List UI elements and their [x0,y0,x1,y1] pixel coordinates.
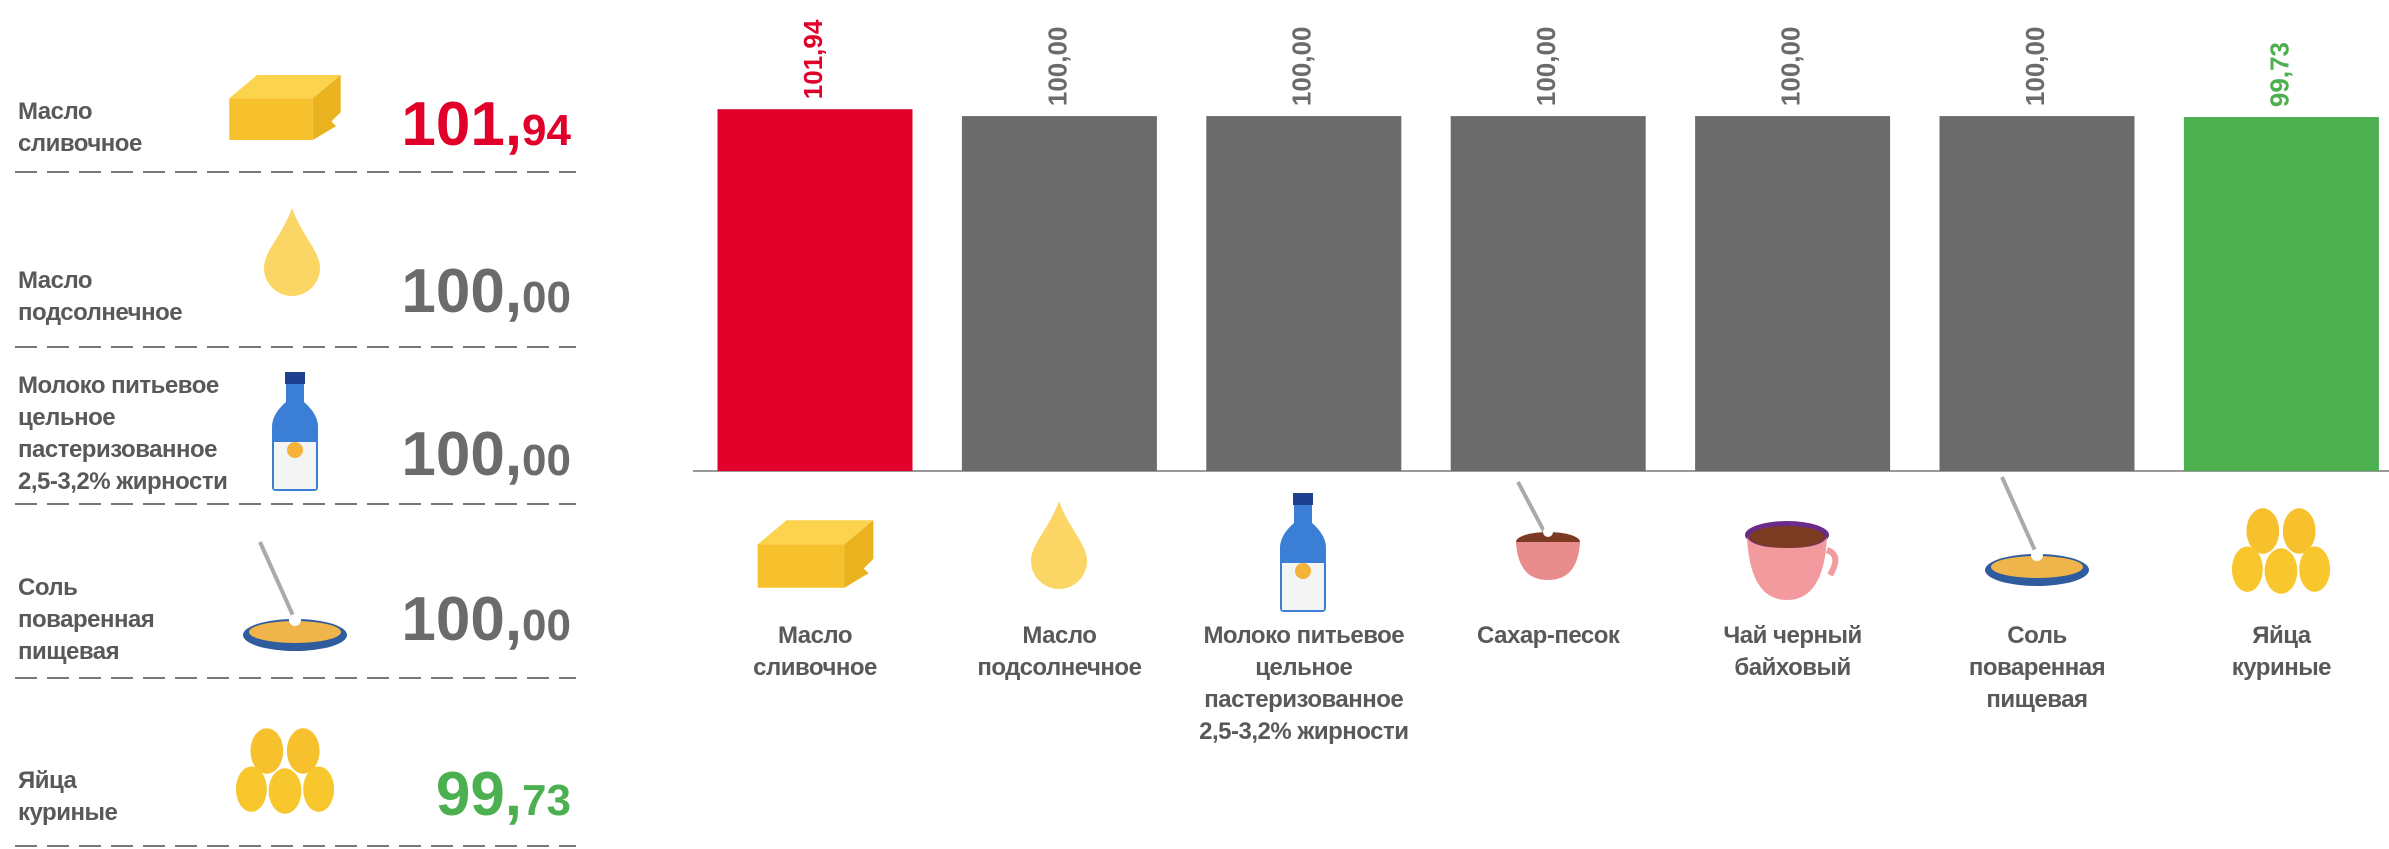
value-label: 100,00 [1287,27,1317,107]
value-label: 100,00 [1531,27,1561,107]
bar [718,109,913,471]
item-value: 101,94 [401,90,571,159]
item-label: Молоко питьевое цельное пастеризованное … [18,370,227,498]
value-label: 100,00 [1042,27,1072,107]
icon [236,728,334,813]
icon [758,520,874,588]
item-value: 100,00 [401,420,571,489]
category-label: Яйца куриные [2161,620,2389,684]
item-value: 100,00 [401,585,571,654]
bar [962,116,1157,471]
value-label: 100,00 [1775,27,1805,107]
category-label: Соль поваренная пищевая [1917,620,2157,716]
value-label: 101,94 [798,19,828,99]
value-label: 100,00 [2020,27,2050,107]
bar [2184,117,2379,471]
item-label: Масло сливочное [18,96,142,160]
icon [2232,508,2330,593]
icon [272,372,318,491]
category-label: Сахар-песок [1428,620,1668,652]
bar [1206,116,1401,471]
icon [1745,521,1835,600]
icon [243,542,347,651]
icon [1516,482,1580,580]
icon [264,208,320,296]
category-label: Чай черный байховый [1673,620,1913,684]
bottom-icons [758,477,2330,612]
icon [1031,501,1087,589]
item-value: 100,00 [401,257,571,326]
item-label: Соль поваренная пищевая [18,572,154,668]
category-label: Масло подсолнечное [939,620,1179,684]
icon [1280,493,1326,612]
item-label: Яйца куриные [18,765,117,829]
bar [1695,116,1890,471]
category-label: Молоко питьевое цельное пастеризованное … [1184,620,1424,748]
page: 101,94 100,00 100,00 100,00 99,73 101,94 100,0… [0,0,2389,849]
icon [1985,477,2089,586]
item-value: 99,73 [436,760,571,829]
left-icons [229,75,347,814]
bar [1451,116,1646,471]
category-label: Масло сливочное [695,620,935,684]
value-label: 99,73 [2264,42,2294,107]
icon [229,75,340,140]
bar [1940,116,2135,471]
item-label: Масло подсолнечное [18,265,182,329]
